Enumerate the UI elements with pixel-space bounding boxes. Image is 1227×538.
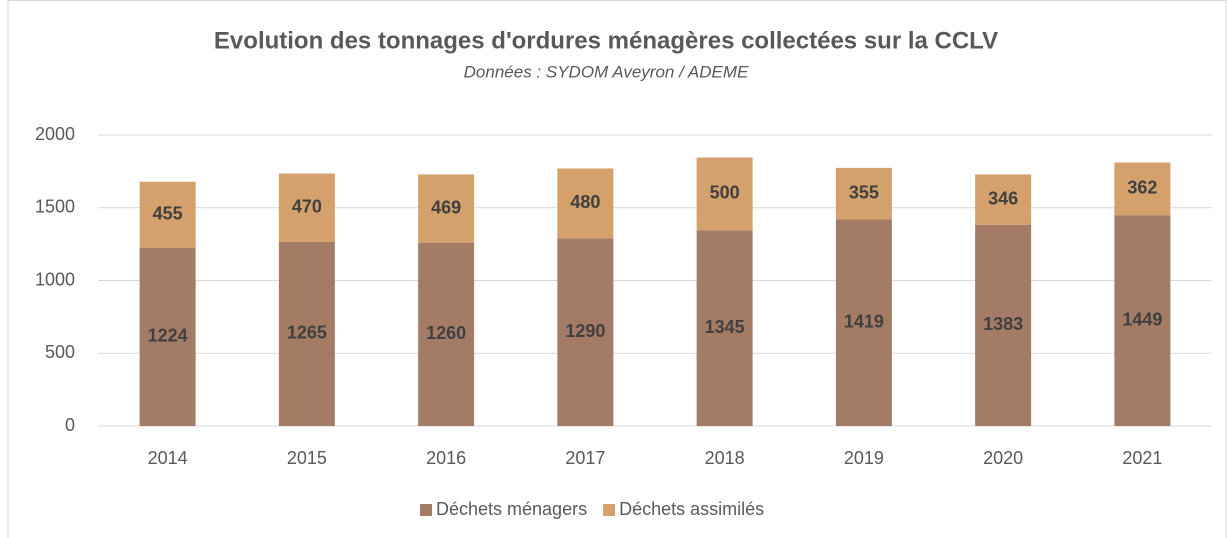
legend-swatch [603, 504, 616, 516]
bar-segment [835, 167, 892, 220]
data-label: 1449 [1122, 309, 1162, 329]
data-label: 1345 [705, 317, 745, 337]
bar-segment [696, 157, 753, 231]
data-label: 470 [292, 197, 322, 217]
data-label: 469 [431, 197, 461, 217]
data-label: 1260 [426, 323, 466, 343]
y-tick-label: 2000 [35, 124, 75, 144]
bar-segment [278, 173, 335, 242]
bar-segment [139, 181, 196, 248]
bar-segment [1114, 215, 1171, 426]
x-tick-label: 2019 [844, 448, 884, 468]
data-label: 1419 [844, 312, 884, 332]
data-label: 1265 [287, 323, 327, 343]
bar-segment [139, 247, 196, 426]
bar-segment [557, 168, 614, 239]
x-tick-label: 2016 [426, 448, 466, 468]
data-label: 480 [570, 192, 600, 212]
data-label: 1290 [565, 321, 605, 341]
y-tick-label: 0 [65, 415, 75, 435]
x-tick-label: 2017 [565, 448, 605, 468]
legend-swatch [420, 504, 432, 516]
data-label: 346 [988, 188, 1018, 208]
bar-segment [278, 241, 335, 426]
legend-label: Déchets assimilés [619, 499, 764, 519]
x-tick-label: 2018 [705, 448, 745, 468]
bar-segment [835, 219, 892, 426]
data-label: 362 [1127, 178, 1157, 198]
data-label: 355 [849, 182, 879, 202]
bar-segment [418, 174, 475, 243]
bar-segment [557, 238, 614, 426]
x-tick-label: 2021 [1122, 448, 1162, 468]
bar-segment [418, 242, 475, 426]
chart-title: Evolution des tonnages d'ordures ménagèr… [214, 27, 998, 54]
bar-segment [975, 224, 1032, 426]
legend-label: Déchets ménagers [436, 499, 587, 519]
bar-segment [696, 230, 753, 426]
bar-segment [975, 174, 1032, 225]
y-tick-label: 1000 [35, 269, 75, 289]
data-label: 500 [710, 183, 740, 203]
data-label: 455 [153, 204, 183, 224]
data-label: 1224 [148, 326, 188, 346]
chart-subtitle: Données : SYDOM Aveyron / ADEME [464, 62, 749, 81]
data-label: 1383 [983, 314, 1023, 334]
y-tick-label: 1500 [35, 197, 75, 217]
x-tick-label: 2014 [148, 448, 188, 468]
bar-segment [1114, 162, 1171, 216]
x-tick-label: 2020 [983, 448, 1023, 468]
y-tick-label: 500 [45, 342, 75, 362]
x-tick-label: 2015 [287, 448, 327, 468]
